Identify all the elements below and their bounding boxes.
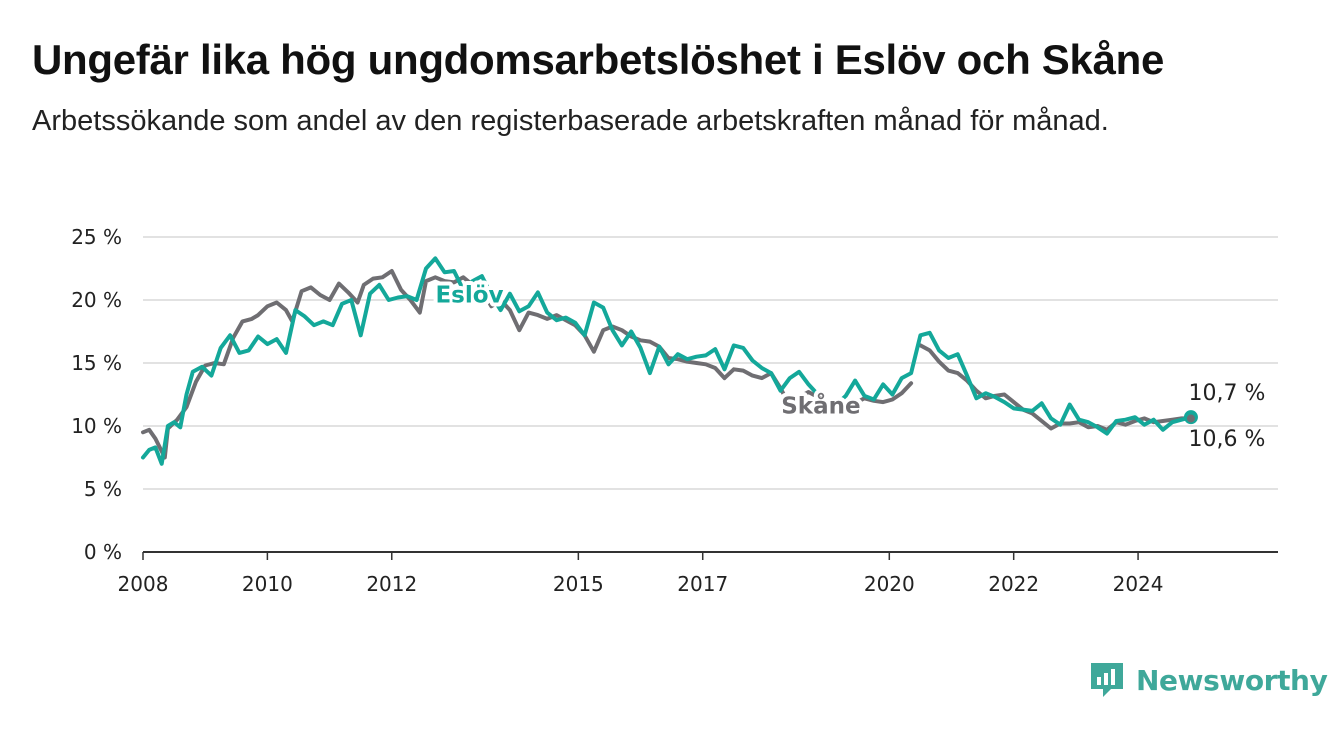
chart-subtitle: Arbetssökande som andel av den registerb…: [32, 105, 1109, 137]
series-label-skane: Skåne: [781, 392, 860, 419]
end-label-eslov: 10,7 %: [1189, 381, 1266, 406]
end-marker-skane: [1186, 414, 1195, 423]
series-lines: [141, 256, 1193, 466]
x-tick-label: 2012: [366, 572, 417, 596]
y-tick-label: 15 %: [71, 351, 122, 375]
series-line-skane: [141, 269, 914, 460]
x-tick-label: 2015: [553, 572, 604, 596]
x-tick-label: 2008: [118, 572, 169, 596]
series-line-eslov: [141, 256, 820, 466]
y-tick-label: 0 %: [84, 540, 122, 564]
series-label-halo: Eslöv: [435, 283, 503, 309]
series-line-eslov: [825, 330, 1193, 436]
x-tick-label: 2024: [1113, 572, 1164, 596]
series-label-eslov: Eslöv: [435, 283, 503, 309]
newsworthy-logo-icon: [1091, 663, 1123, 697]
y-tick-label: 5 %: [84, 477, 122, 501]
brand-name: Newsworthy: [1136, 663, 1328, 697]
y-tick-label: 25 %: [71, 225, 122, 249]
axis-ticks: 0 % 5 % 10 % 15 % 20 % 25 % 2008 2010 2012 2015 20…: [71, 225, 1278, 596]
end-label-skane: 10,6 %: [1189, 427, 1266, 452]
y-tick-label: 20 %: [71, 288, 122, 312]
grid-lines: [143, 236, 1278, 490]
chart-title: Ungefär lika hög ungdomsarbetslöshet i E…: [32, 36, 1165, 83]
x-tick-label: 2017: [677, 572, 728, 596]
x-tick-label: 2010: [242, 572, 293, 596]
series-label-halo: Skåne: [781, 392, 860, 419]
x-tick-label: 2020: [864, 572, 915, 596]
series-line-skane: [918, 343, 1193, 432]
newsworthy-logo: Newsworthy: [1088, 660, 1328, 700]
y-tick-label: 10 %: [71, 414, 122, 438]
x-tick-label: 2022: [988, 572, 1039, 596]
